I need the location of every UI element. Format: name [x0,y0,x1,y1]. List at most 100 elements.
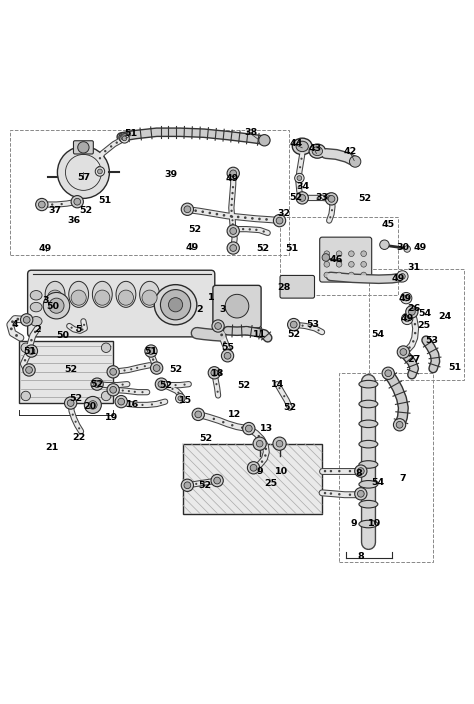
Circle shape [230,215,232,218]
Circle shape [120,134,129,143]
Circle shape [95,167,105,176]
Text: 52: 52 [283,403,297,413]
Text: 10: 10 [367,519,381,527]
Circle shape [307,197,309,199]
Circle shape [246,425,252,432]
Circle shape [324,261,329,267]
Circle shape [154,364,157,367]
Circle shape [71,327,73,329]
Circle shape [147,348,155,354]
Circle shape [30,348,33,350]
Circle shape [409,308,415,315]
Text: 51: 51 [448,363,461,372]
Circle shape [84,396,101,413]
Circle shape [227,168,239,180]
Circle shape [22,318,25,321]
Circle shape [232,225,234,227]
Ellipse shape [359,520,378,528]
Circle shape [101,343,111,353]
Circle shape [44,203,46,206]
Circle shape [98,169,102,174]
Circle shape [99,157,101,159]
Circle shape [331,209,333,211]
Circle shape [231,198,233,200]
Text: 3: 3 [219,305,226,314]
Text: 22: 22 [72,432,85,441]
Text: 52: 52 [64,365,77,375]
Circle shape [348,272,354,278]
Circle shape [110,368,117,375]
Circle shape [255,229,257,231]
Text: 51: 51 [285,244,298,253]
Bar [280,218,398,295]
Circle shape [23,364,35,376]
Circle shape [192,408,204,420]
Circle shape [221,350,234,362]
Circle shape [132,403,134,406]
Circle shape [278,387,281,389]
Ellipse shape [69,282,89,308]
Circle shape [64,397,77,409]
Text: 51: 51 [145,346,157,356]
Circle shape [17,318,19,320]
Circle shape [257,435,260,437]
Circle shape [264,448,267,450]
Text: 10: 10 [275,467,289,476]
Circle shape [11,320,14,323]
Circle shape [336,251,342,256]
Text: 52: 52 [200,434,213,443]
Circle shape [130,368,132,370]
Circle shape [145,345,157,357]
Circle shape [195,411,201,417]
Text: 31: 31 [408,263,421,272]
Circle shape [91,378,103,390]
Text: 52: 52 [256,244,270,253]
Circle shape [259,134,270,146]
Circle shape [317,197,319,199]
Circle shape [331,201,333,203]
Circle shape [355,465,367,477]
Circle shape [181,203,193,215]
Circle shape [288,318,300,331]
Text: 53: 53 [425,336,438,345]
Circle shape [212,320,224,332]
Text: 8: 8 [356,470,362,479]
Circle shape [107,384,119,396]
Circle shape [178,396,182,401]
Text: 44: 44 [290,139,303,148]
Circle shape [298,175,300,177]
Circle shape [74,199,81,205]
Circle shape [261,460,263,463]
Circle shape [189,484,191,486]
Circle shape [244,216,246,219]
Ellipse shape [92,282,112,308]
Circle shape [380,240,389,249]
Text: 54: 54 [371,478,384,487]
Circle shape [265,218,268,221]
Circle shape [95,290,110,306]
Circle shape [128,390,130,392]
Circle shape [264,454,266,457]
Circle shape [328,196,335,202]
Circle shape [116,370,118,372]
Ellipse shape [296,142,309,151]
Circle shape [124,402,126,404]
Circle shape [231,215,233,218]
Circle shape [160,402,162,404]
Text: 49: 49 [398,294,411,303]
Circle shape [71,196,83,208]
Circle shape [216,213,218,215]
Bar [10,130,289,255]
Circle shape [273,437,286,451]
Circle shape [348,261,354,267]
Circle shape [160,289,191,320]
Circle shape [220,334,223,337]
Circle shape [71,201,73,204]
Text: 9: 9 [351,519,357,527]
Circle shape [393,419,406,431]
Circle shape [336,272,342,278]
Circle shape [57,146,109,199]
Circle shape [385,370,392,377]
Text: 57: 57 [77,172,90,182]
Text: 51: 51 [124,129,137,138]
